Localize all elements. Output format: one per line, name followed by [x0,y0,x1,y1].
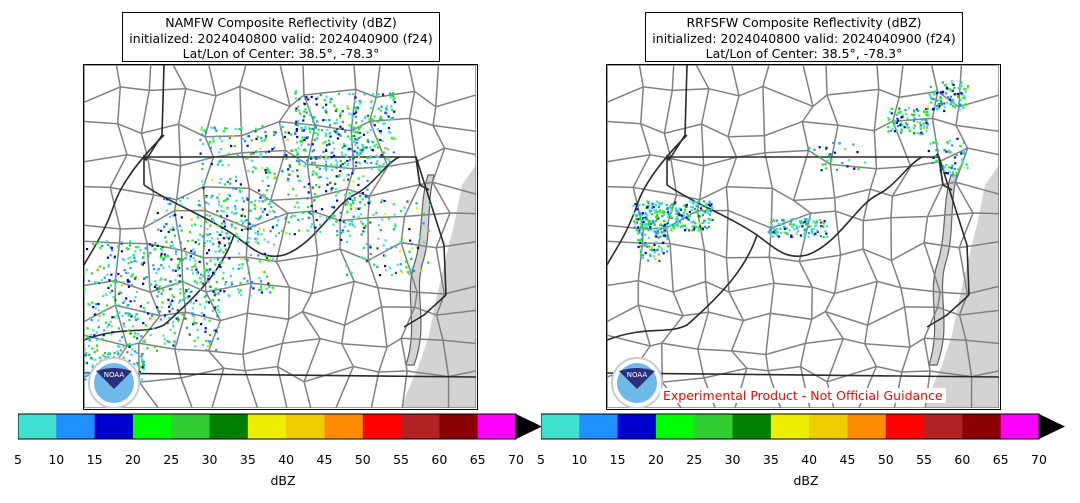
colorbar-segment-5 [541,414,580,439]
colorbar-segment-25 [694,414,734,439]
colorbar-tick-55: 55 [916,452,933,467]
right-title-line3: Lat/Lon of Center: 38.5°, -78.3° [705,46,903,61]
colorbar-segment-20 [132,414,172,439]
colorbar-segment-40 [809,414,848,439]
right-colorbar [541,413,1065,440]
colorbar-tick-60: 60 [431,452,448,467]
colorbar-segment-20 [655,414,695,439]
colorbar-outline [541,413,1040,440]
colorbar-tick-70: 70 [1031,452,1047,467]
colorbar-tick-30: 30 [201,452,218,467]
state-boundaries [84,65,476,378]
colorbar-segment-25 [171,414,211,439]
left-panel-title: NAMFW Composite Reflectivity (dBZ) initi… [122,12,440,62]
left-title-line1: NAMFW Composite Reflectivity (dBZ) [165,15,397,30]
colorbar-extend-arrow [516,414,542,439]
right-title-line1: RRFSFW Composite Reflectivity (dBZ) [686,15,922,30]
colorbar-segment-60 [962,414,1002,439]
colorbar-outline [18,413,517,440]
colorbar-segment-40 [286,414,325,439]
reflectivity-pixels [632,80,970,263]
noaa-logo: NOAA [611,357,663,408]
colorbar-segment-45 [847,414,887,439]
colorbar-segment-30 [209,414,249,439]
colorbar-tick-45: 45 [316,452,333,467]
colorbar-segment-35 [247,414,287,439]
colorbar-tick-45: 45 [839,452,856,467]
colorbar-segment-65 [1000,414,1040,439]
colorbar-tick-65: 65 [469,452,486,467]
experimental-disclaimer: Experimental Product - Not Official Guid… [660,388,946,403]
colorbar-tick-10: 10 [571,452,588,467]
colorbar-segment-65 [477,414,517,439]
right-reflectivity-map: NOAA [606,64,1001,410]
ocean-area [925,165,999,408]
colorbar-segment-50 [885,414,925,439]
right-title-line2: initialized: 2024040800 valid: 202404090… [652,30,956,46]
colorbar-tick-40: 40 [278,452,295,467]
logo-text: NOAA [627,371,648,379]
colorbar-segment-10 [56,414,96,439]
colorbar-tick-50: 50 [354,452,371,467]
colorbar-tick-65: 65 [992,452,1009,467]
left-map-canvas: NOAA [84,65,476,408]
colorbar-tick-25: 25 [686,452,703,467]
left-colorbar-label: dBZ [270,473,296,488]
colorbar-tick-25: 25 [163,452,180,467]
colorbar-tick-40: 40 [801,452,818,467]
colorbar-tick-5: 5 [14,452,22,467]
colorbar-segment-55 [401,414,440,439]
left-colorbar [18,413,542,440]
colorbar-segment-35 [770,414,810,439]
left-title-line3: Lat/Lon of Center: 38.5°, -78.3° [182,46,380,61]
noaa-logo: NOAA [88,357,140,408]
colorbar-segment-15 [617,414,657,439]
colorbar-tick-55: 55 [393,452,410,467]
colorbar-tick-35: 35 [762,452,779,467]
colorbar-segment-30 [732,414,772,439]
colorbar-tick-70: 70 [508,452,524,467]
colorbar-tick-20: 20 [647,452,664,467]
state-boundaries [607,65,999,378]
colorbar-tick-10: 10 [48,452,65,467]
right-colorbar-label: dBZ [793,473,819,488]
colorbar-segment-50 [362,414,402,439]
right-panel-title: RRFSFW Composite Reflectivity (dBZ) init… [645,12,963,62]
colorbar-segment-60 [439,414,479,439]
colorbar-segment-15 [94,414,134,439]
colorbar-tick-15: 15 [86,452,103,467]
left-title-line2: initialized: 2024040800 valid: 202404090… [129,30,433,46]
ocean-area [402,165,476,408]
colorbar-segment-10 [579,414,619,439]
colorbar-tick-15: 15 [609,452,626,467]
reflectivity-pixels [84,90,431,382]
colorbar-tick-5: 5 [537,452,545,467]
colorbar-tick-30: 30 [724,452,741,467]
colorbar-tick-20: 20 [124,452,141,467]
left-reflectivity-map: NOAA [83,64,478,410]
colorbar-tick-50: 50 [877,452,894,467]
colorbar-tick-60: 60 [954,452,971,467]
right-map-canvas: NOAA [607,65,999,408]
colorbar-segment-55 [924,414,963,439]
colorbar-segment-45 [324,414,364,439]
logo-text: NOAA [104,371,125,379]
colorbar-extend-arrow [1039,414,1065,439]
county-boundaries [84,65,476,408]
colorbar-segment-5 [18,414,57,439]
colorbar-tick-35: 35 [239,452,256,467]
